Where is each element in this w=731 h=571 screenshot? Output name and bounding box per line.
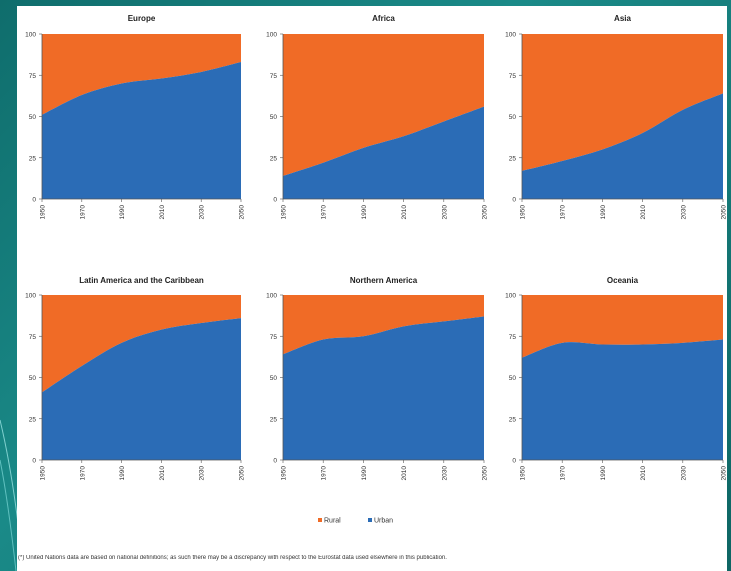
y-tick-label: 50 xyxy=(29,375,37,382)
area-urban-1 xyxy=(283,106,484,199)
chart-3: Latin America and the Caribbean 0 25 50 75 10… xyxy=(25,276,245,480)
x-tick-label: 1970 xyxy=(560,205,567,220)
x-tick-label: 1950 xyxy=(520,466,527,481)
y-tick-label: 75 xyxy=(29,73,37,80)
x-tick-label: 1990 xyxy=(361,466,368,481)
y-tick-label: 25 xyxy=(270,416,278,423)
y-tick-label: 25 xyxy=(509,155,517,162)
chart-1: Africa 0 25 50 75 100 1950 1970 1990 2010 2030 2050 xyxy=(266,14,488,219)
x-tick-label: 2010 xyxy=(401,205,408,220)
x-tick-label: 2010 xyxy=(159,205,166,220)
y-tick-label: 100 xyxy=(505,293,516,300)
x-tick-label: 1990 xyxy=(600,466,607,481)
x-tick-label: 1970 xyxy=(79,466,86,481)
y-tick-label: 100 xyxy=(266,32,277,39)
chart-4: Northern America 0 25 50 75 100 1950 1970 1990 20… xyxy=(266,276,488,480)
area-urban-4 xyxy=(283,316,484,460)
chart-title-3: Latin America and the Caribbean xyxy=(79,276,204,285)
x-tick-label: 2030 xyxy=(680,466,687,481)
area-urban-5 xyxy=(522,339,723,460)
x-tick-label: 1950 xyxy=(40,466,47,481)
legend-swatch-urban xyxy=(368,518,372,522)
y-tick-label: 50 xyxy=(270,375,278,382)
y-tick-label: 75 xyxy=(270,334,278,341)
x-tick-label: 1990 xyxy=(361,205,368,220)
x-tick-label: 2030 xyxy=(441,466,448,481)
x-tick-label: 1970 xyxy=(321,205,328,220)
chart-title-5: Oceania xyxy=(607,276,639,285)
x-tick-label: 2030 xyxy=(680,205,687,220)
area-rural-0 xyxy=(42,34,241,115)
x-tick-label: 2010 xyxy=(640,466,647,481)
y-tick-label: 100 xyxy=(25,32,36,39)
x-tick-label: 2010 xyxy=(159,466,166,481)
x-tick-label: 1950 xyxy=(281,205,288,220)
area-urban-3 xyxy=(42,318,241,460)
y-tick-label: 0 xyxy=(273,458,277,465)
x-tick-label: 2030 xyxy=(441,205,448,220)
area-rural-2 xyxy=(522,34,723,171)
chart-5: Oceania 0 25 50 75 100 1950 1970 1990 2010 2030 205… xyxy=(505,276,727,480)
y-tick-label: 0 xyxy=(512,458,516,465)
y-tick-label: 100 xyxy=(505,32,516,39)
chart-title-2: Asia xyxy=(614,14,631,23)
y-tick-label: 50 xyxy=(509,375,517,382)
x-tick-label: 2050 xyxy=(482,466,489,481)
x-tick-label: 1970 xyxy=(321,466,328,481)
x-tick-label: 2010 xyxy=(401,466,408,481)
chart-title-1: Africa xyxy=(372,14,395,23)
area-rural-5 xyxy=(522,295,723,358)
y-tick-label: 25 xyxy=(29,416,37,423)
x-tick-label: 2010 xyxy=(640,205,647,220)
x-tick-label: 1970 xyxy=(560,466,567,481)
x-tick-label: 1950 xyxy=(520,205,527,220)
y-tick-label: 75 xyxy=(270,73,278,80)
area-rural-3 xyxy=(42,295,241,393)
y-tick-label: 25 xyxy=(270,155,278,162)
chart-2: Asia 0 25 50 75 100 1950 1970 1990 2010 2030 2050 xyxy=(505,14,727,219)
x-tick-label: 2050 xyxy=(482,205,489,220)
y-tick-label: 50 xyxy=(270,114,278,121)
area-urban-2 xyxy=(522,93,723,199)
x-tick-label: 1950 xyxy=(281,466,288,481)
area-rural-1 xyxy=(283,34,484,176)
chart-0: Europe 0 25 50 75 100 1950 1970 1990 2010 2030 2050 xyxy=(25,14,245,219)
x-tick-label: 2050 xyxy=(721,466,728,481)
y-tick-label: 50 xyxy=(509,114,517,121)
y-tick-label: 0 xyxy=(512,197,516,204)
x-tick-label: 2050 xyxy=(239,205,246,220)
x-tick-label: 2050 xyxy=(239,466,246,481)
legend-swatch-rural xyxy=(318,518,322,522)
x-tick-label: 1970 xyxy=(79,205,86,220)
y-tick-label: 0 xyxy=(32,197,36,204)
x-tick-label: 2050 xyxy=(721,205,728,220)
legend: Rural Urban xyxy=(318,518,393,525)
x-tick-label: 1950 xyxy=(40,205,47,220)
x-tick-label: 2030 xyxy=(199,205,206,220)
y-tick-label: 100 xyxy=(266,293,277,300)
y-tick-label: 0 xyxy=(273,197,277,204)
x-tick-label: 1990 xyxy=(119,466,126,481)
chart-title-4: Northern America xyxy=(350,276,418,285)
y-tick-label: 75 xyxy=(29,334,37,341)
y-tick-label: 25 xyxy=(509,416,517,423)
x-tick-label: 1990 xyxy=(119,205,126,220)
footnote: (*) United Nations data are based on nat… xyxy=(18,555,447,561)
area-urban-0 xyxy=(42,62,241,199)
y-tick-label: 25 xyxy=(29,155,37,162)
area-rural-4 xyxy=(283,295,484,355)
chart-title-0: Europe xyxy=(128,14,156,23)
y-tick-label: 0 xyxy=(32,458,36,465)
x-tick-label: 2030 xyxy=(199,466,206,481)
legend-label-rural: Rural xyxy=(324,518,341,525)
x-tick-label: 1990 xyxy=(600,205,607,220)
y-tick-label: 50 xyxy=(29,114,37,121)
legend-label-urban: Urban xyxy=(374,518,393,525)
y-tick-label: 75 xyxy=(509,334,517,341)
y-tick-label: 75 xyxy=(509,73,517,80)
y-tick-label: 100 xyxy=(25,293,36,300)
